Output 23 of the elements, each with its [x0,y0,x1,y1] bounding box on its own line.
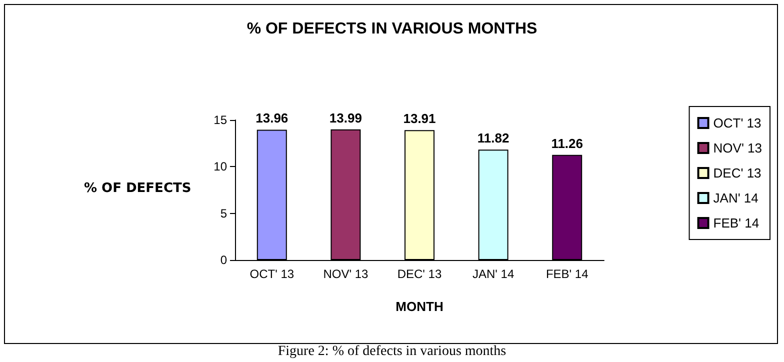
x-axis-title: MONTH [396,299,444,314]
x-tick-label: NOV' 13 [323,267,369,281]
data-label: 11.82 [477,130,510,146]
x-tick-label: DEC' 13 [397,267,442,281]
legend-label: DEC' 13 [713,166,762,180]
legend-label: FEB' 14 [713,216,760,230]
data-label: 13.91 [403,111,436,126]
x-tick-label: JAN' 14 [472,267,514,281]
data-label: 13.99 [329,110,362,126]
legend-label: NOV' 13 [713,140,762,156]
legend-label: OCT' 13 [713,116,762,130]
y-tick-label: 10 [214,160,228,174]
y-tick-label: 5 [220,206,228,220]
legend-label: JAN' 14 [713,190,758,206]
y-tick-label: 15 [214,113,228,127]
caption: Figure 2: % of defects in various months [276,344,508,360]
data-label: 13.96 [256,110,288,126]
y-tick-label: 0 [220,253,228,267]
x-tick-label: FEB' 14 [546,267,589,281]
data-label: 11.26 [551,136,584,151]
chart-title: % OF DEFECTS IN VARIOUS MONTHS [246,20,538,38]
y-axis-title: % OF DEFECTS [84,181,192,196]
x-tick-label: OCT' 13 [250,267,294,281]
